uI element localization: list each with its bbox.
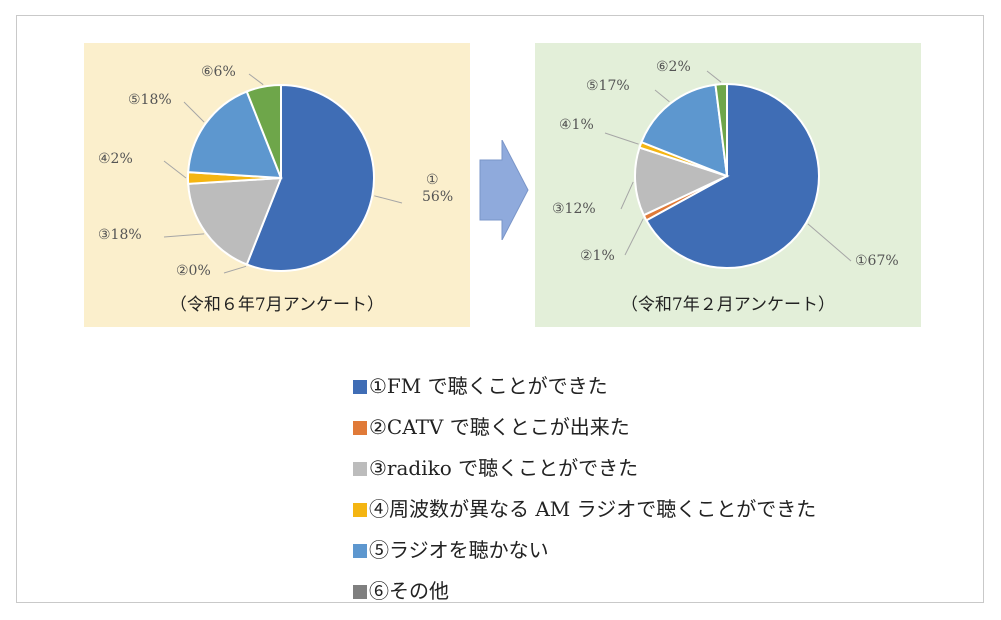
legend-item-none: ⑤ラジオを聴かない — [353, 534, 816, 575]
data-label-fm-2025: ①67% — [855, 253, 899, 269]
pie-slice-other-2025 — [714, 82, 728, 177]
pie-slice-none-2025 — [640, 83, 729, 178]
data-label-other-2025: ⑥2% — [656, 59, 691, 75]
legend-item-fm: ①FM で聴くことができた — [353, 370, 816, 411]
legend-label-none: ⑤ラジオを聴かない — [369, 538, 549, 562]
pie-slice-radiko-2024 — [187, 176, 283, 266]
data-label-radiko-2024: ③18% — [98, 227, 142, 243]
legend-swatch-catv — [353, 421, 367, 435]
pie-chart-2024: ① 56% ②0% ③18% ④2% ⑤18% ⑥6% — [98, 64, 453, 279]
pie-slice-none-2024 — [187, 90, 283, 180]
leader-line-other-2025 — [706, 70, 722, 83]
legend-label-am: ④周波数が異なる AM ラジオで聴くことができた — [369, 497, 817, 521]
legend-label-fm: ①FM で聴くことができた — [369, 374, 608, 398]
data-label-am-2025: ④1% — [559, 117, 594, 133]
leader-line-radiko-2024 — [163, 233, 205, 238]
arrow-right-icon — [479, 140, 529, 240]
legend-label-catv: ②CATV で聴くとこが出来た — [369, 415, 630, 439]
pie-chart-2025: ①67% ②1% ③12% ④1% ⑤17% ⑥2% — [552, 59, 899, 269]
leader-line-radiko-2025 — [620, 181, 634, 210]
leader-line-fm-2025 — [807, 223, 852, 262]
data-label-catv-2024: ②0% — [176, 263, 211, 279]
pie-slice-fm-2025 — [645, 82, 820, 269]
legend-item-other: ⑥その他 — [353, 575, 816, 616]
leader-line-catv-2025 — [624, 218, 644, 256]
data-label-radiko-2025: ③12% — [552, 201, 596, 217]
legend-label-other: ⑥その他 — [369, 579, 449, 603]
data-label-none-2024: ⑤18% — [128, 92, 172, 108]
legend-item-catv: ②CATV で聴くとこが出来た — [353, 411, 816, 452]
leader-line-fm-2024 — [374, 195, 403, 204]
legend-swatch-none — [353, 544, 367, 558]
data-label-am-2024: ④2% — [98, 151, 133, 167]
data-label-other-2024: ⑥6% — [201, 64, 236, 80]
legend-swatch-am — [353, 503, 367, 517]
pie-slice-radiko-2025 — [634, 146, 730, 217]
data-label-fm-2024: ① 56% — [422, 172, 453, 205]
pie-slice-other-2024 — [245, 83, 282, 179]
pie-chart-panel-2024: ① 56% ②0% ③18% ④2% ⑤18% ⑥6% （令和６年7月アンケート） — [84, 43, 470, 327]
leader-line-none-2024 — [183, 101, 205, 123]
legend-swatch-radiko — [353, 462, 367, 476]
data-label-catv-2025: ②1% — [580, 248, 615, 264]
pie-chart-panel-2025: ①67% ②1% ③12% ④1% ⑤17% ⑥2% （令和7年２月アンケート） — [535, 43, 921, 327]
leader-line-catv-2024 — [223, 265, 247, 274]
legend: ①FM で聴くことができた ②CATV で聴くとこが出来た ③radiko で聴… — [353, 370, 816, 616]
legend-item-radiko: ③radiko で聴くことができた — [353, 452, 816, 493]
leader-line-am-2025 — [604, 132, 639, 145]
leader-line-am-2024 — [163, 160, 187, 179]
pie-slice-fm-2024 — [245, 83, 375, 272]
chart-caption-2025: （令和7年２月アンケート） — [620, 295, 836, 315]
legend-item-am: ④周波数が異なる AM ラジオで聴くことができた — [353, 493, 816, 534]
leader-line-other-2024 — [248, 73, 264, 86]
legend-swatch-other — [353, 585, 367, 599]
data-label-none-2025: ⑤17% — [586, 78, 630, 94]
leader-line-none-2025 — [654, 89, 670, 103]
legend-swatch-fm — [353, 380, 367, 394]
legend-label-radiko: ③radiko で聴くことができた — [369, 456, 639, 480]
chart-caption-2024: （令和６年7月アンケート） — [169, 295, 385, 315]
